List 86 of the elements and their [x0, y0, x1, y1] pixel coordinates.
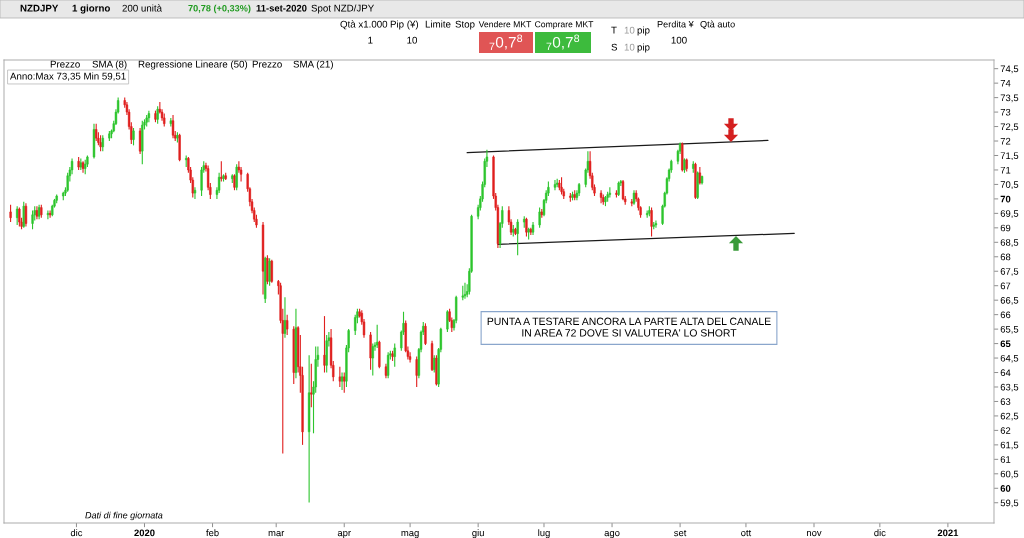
y-tick-label: 72,5: [1000, 123, 1019, 132]
x-tick-label: nov: [807, 531, 822, 537]
x-tick-label: dic: [874, 529, 886, 537]
text: 100: [671, 36, 687, 44]
text: 10: [624, 26, 635, 34]
y-tick-label: 60: [1000, 485, 1011, 492]
text: S: [611, 43, 618, 51]
text: 200 unità: [122, 4, 162, 12]
annotation: PUNTA A TESTARE ANCORA LA PARTE ALTA DEL CANALE IN AREA 72 DOVE SI VALUTERA' LO SHORT: [487, 317, 771, 337]
candlestick: [235, 163, 238, 191]
annotation: SMA (8): [92, 60, 127, 70]
x-tick-label: feb: [206, 529, 219, 537]
y-tick-label: 67,5: [1000, 268, 1019, 276]
text: pip: [637, 26, 650, 36]
x-tick-label: mar: [268, 531, 285, 537]
candlestick: [138, 127, 142, 155]
text: T: [611, 26, 617, 34]
candlestick: [24, 202, 28, 227]
y-tick-label: 62,5: [1000, 412, 1019, 421]
y-tick-label: 60,5: [1000, 470, 1019, 479]
text: 10: [407, 36, 418, 44]
y-tick-label: 70,5: [1000, 181, 1019, 190]
y-tick-label: 59,5: [1000, 499, 1019, 508]
y-tick-label: 61,5: [1000, 441, 1019, 450]
y-tick-label: 74,5: [1000, 65, 1019, 74]
y-tick-label: 73: [1000, 108, 1011, 116]
text: Pip (¥): [390, 20, 419, 30]
x-tick-label: ago: [604, 531, 620, 538]
annotation: SMA (21): [293, 60, 333, 70]
y-tick-label: 68,5: [1000, 239, 1019, 247]
y-tick-label: 62: [1000, 427, 1011, 434]
y-tick-label: 70: [1000, 195, 1011, 203]
candlestick: [286, 314, 289, 336]
y-tick-label: 71: [1000, 166, 1011, 174]
text: $_{7}$0,7$^{8}$: [489, 34, 523, 51]
y-tick-label: 65: [1000, 340, 1011, 348]
x-tick-label: lug: [538, 529, 550, 538]
annotation: Prezzo: [50, 60, 80, 68]
text: Vendere MKT: [478, 20, 532, 28]
text: 1: [368, 36, 373, 44]
text: Qtà x1.000: [340, 20, 388, 30]
x-tick-label: giu: [472, 529, 484, 538]
y-tick-label: 71,5: [1000, 152, 1019, 161]
x-tick-label: 2021: [937, 529, 959, 537]
y-tick-label: 74: [1000, 80, 1011, 87]
y-tick-label: 61: [1000, 456, 1011, 463]
y-tick-label: 65,5: [1000, 325, 1019, 334]
y-tick-label: 69: [1000, 224, 1011, 232]
x-tick-label: ott: [741, 529, 752, 537]
text: Perdita ¥: [657, 20, 694, 28]
x-tick-label: mag: [401, 531, 419, 538]
text: Comprare MKT: [535, 21, 594, 30]
text: Spot NZD/JPY: [311, 4, 374, 14]
annotation: Dati di fine giornata: [85, 511, 163, 521]
annotation: Prezzo: [252, 60, 282, 68]
x-tick-label: dic: [70, 529, 83, 537]
y-tick-label: 66,5: [1000, 297, 1019, 305]
text: Limite: [425, 20, 451, 28]
text: $_{7}$0,7$^{8}$: [546, 34, 580, 51]
y-tick-label: 63,5: [1000, 383, 1019, 392]
y-tick-label: 66: [1000, 311, 1011, 319]
chart-title: NZDJPY: [20, 4, 59, 12]
text: 1 giorno: [72, 4, 110, 14]
text: pip: [637, 43, 650, 53]
text: 11-set-2020: [256, 4, 307, 12]
candlestick: [338, 366, 342, 388]
y-tick-label: 72: [1000, 137, 1011, 145]
x-tick-label: set: [674, 529, 687, 537]
x-tick-label: 2020: [134, 529, 155, 537]
y-tick-label: 73,5: [1000, 94, 1019, 103]
y-tick-label: 63: [1000, 398, 1011, 405]
text: Qtà auto: [700, 20, 735, 30]
candlestick: [193, 186, 197, 200]
candlestick: [608, 186, 612, 199]
y-tick-label: 69,5: [1000, 210, 1019, 218]
text: 70,78 (+0,33%): [188, 4, 251, 14]
y-tick-label: 67: [1000, 282, 1011, 290]
y-tick-label: 64: [1000, 369, 1011, 377]
annotation: Anno:Max 73,35 Min 59,51: [10, 72, 126, 81]
y-tick-label: 68: [1000, 253, 1011, 261]
text: Stop: [455, 20, 475, 30]
y-tick-label: 64,5: [1000, 354, 1019, 363]
candlestick: [31, 209, 34, 230]
text: 10: [624, 43, 635, 51]
annotation: Regressione Lineare (50): [138, 60, 248, 70]
x-tick-label: apr: [337, 531, 351, 538]
